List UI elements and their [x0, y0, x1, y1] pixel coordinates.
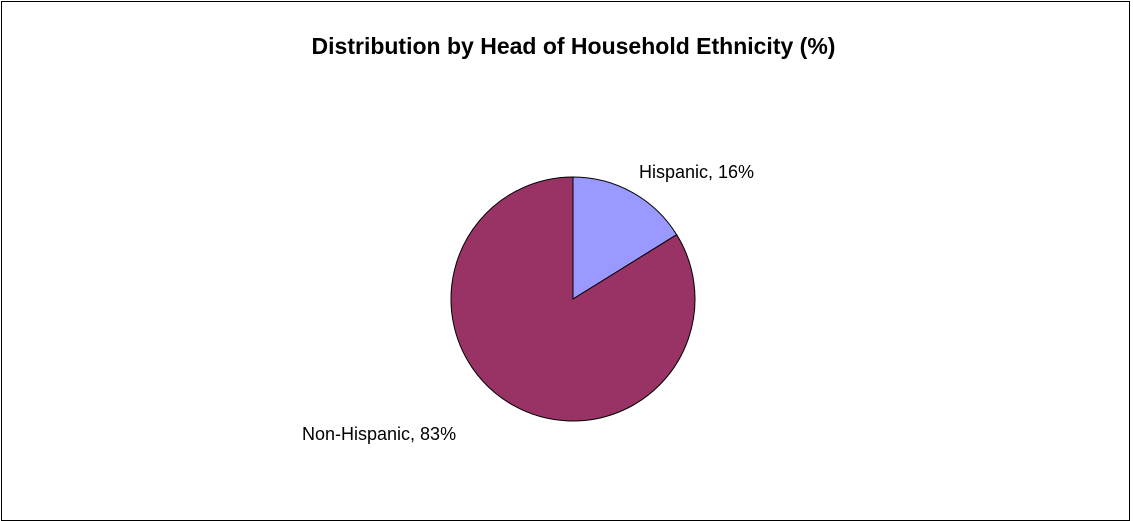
chart-title: Distribution by Head of Household Ethnic… — [311, 33, 836, 59]
pie-chart: Hispanic, 16% Non-Hispanic, 83% — [302, 162, 754, 444]
slice-label-hispanic: Hispanic, 16% — [639, 162, 754, 182]
pie-slice-non-hispanic — [450, 176, 696, 422]
pie-slices — [450, 176, 696, 422]
pie-slice-hispanic — [572, 176, 678, 300]
pie-labels: Hispanic, 16% Non-Hispanic, 83% — [302, 162, 754, 444]
slice-label-non-hispanic: Non-Hispanic, 83% — [302, 424, 456, 444]
